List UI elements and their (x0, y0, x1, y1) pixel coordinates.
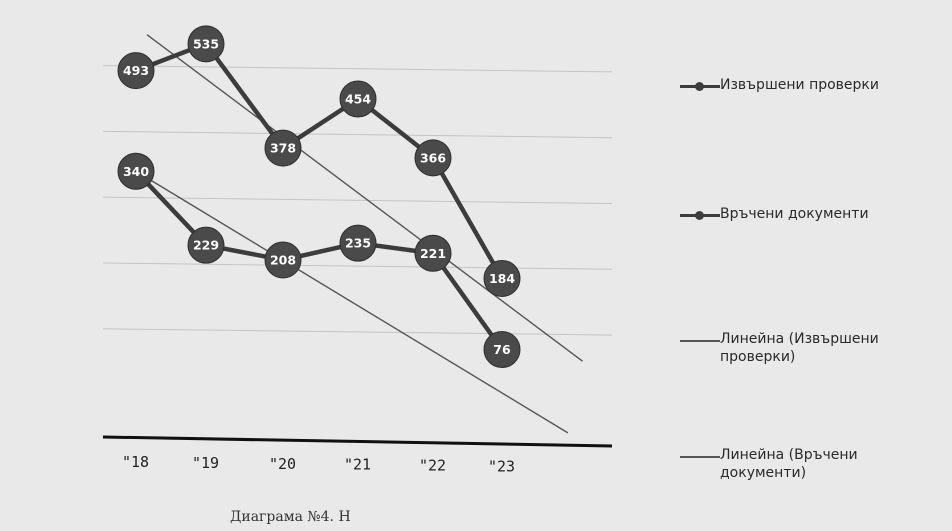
x-tick-labels: "18 "19 "20 "21 "22 "23 (122, 453, 515, 476)
gridline-1 (102, 328, 613, 336)
gridline-5 (102, 65, 613, 73)
marker-s2-3 (264, 241, 302, 279)
x-tick-label-5: "22 (419, 457, 446, 475)
legend-label-checks: Извършени проверки (720, 77, 879, 93)
legend-swatch-trend-documents (680, 452, 720, 462)
legend-label-trend-checks: Линейна (Извършени проверки) (720, 331, 879, 365)
marker-s2-5 (414, 234, 452, 272)
marker-s2-2 (187, 226, 225, 264)
data-label-s1-5: 366 (420, 150, 446, 165)
legend-swatch-documents (680, 211, 720, 221)
data-label-s2-5: 221 (420, 246, 446, 261)
legend: Извършени проверки Връчени документи Лин… (680, 0, 952, 500)
legend-item-trend-documents: Линейна (Връчени документи) (680, 446, 920, 482)
gridline-3 (102, 196, 613, 204)
marker-s1-3 (264, 129, 302, 167)
marker-s2-1 (117, 152, 155, 190)
x-axis-line (102, 435, 613, 448)
x-tick-label-2: "19 (192, 454, 219, 472)
legend-item-documents: Връчени документи (680, 205, 920, 223)
x-tick-label-1: "18 (122, 453, 149, 471)
data-label-s2-2: 229 (193, 238, 219, 253)
data-label-s2-4: 235 (345, 236, 371, 251)
marker-s1-6 (483, 259, 521, 297)
data-label-s1-4: 454 (345, 92, 371, 107)
legend-item-checks: Извършени проверки (680, 76, 920, 94)
marker-s1-1 (117, 52, 155, 90)
legend-item-trend-checks: Линейна (Извършени проверки) (680, 330, 920, 366)
marker-s1-4 (339, 80, 377, 118)
trendline-1 (146, 34, 583, 362)
legend-label-trend-documents: Линейна (Връчени документи) (720, 447, 858, 481)
data-label-s2-1: 340 (123, 164, 149, 179)
x-tick-label-6: "23 (488, 458, 515, 476)
marker-s1-2 (187, 25, 225, 63)
data-label-s2-3: 208 (270, 252, 296, 267)
gridline-4 (102, 130, 613, 139)
data-label-s1-3: 378 (270, 141, 296, 156)
legend-label-documents: Връчени документи (720, 206, 869, 222)
x-tick-label-3: "20 (269, 455, 296, 473)
marker-s1-5 (414, 139, 452, 177)
trendline-2 (135, 170, 569, 434)
x-tick-label-4: "21 (344, 456, 371, 474)
data-markers: 493 535 378 454 366 184 340 229 208 235 221 76 (117, 25, 521, 369)
data-label-s2-6: 76 (493, 342, 511, 357)
legend-swatch-checks (680, 82, 720, 92)
data-label-s1-1: 493 (123, 63, 149, 78)
data-label-s1-6: 184 (489, 271, 515, 286)
data-label-s1-2: 535 (193, 36, 219, 51)
marker-s2-6 (483, 331, 521, 369)
chart-caption: Диаграма №4. Н (230, 509, 351, 525)
gridline-2 (102, 262, 613, 270)
marker-s2-4 (339, 224, 377, 262)
legend-swatch-trend-checks (680, 336, 720, 346)
trendlines (135, 34, 583, 434)
gridlines (102, 65, 613, 336)
